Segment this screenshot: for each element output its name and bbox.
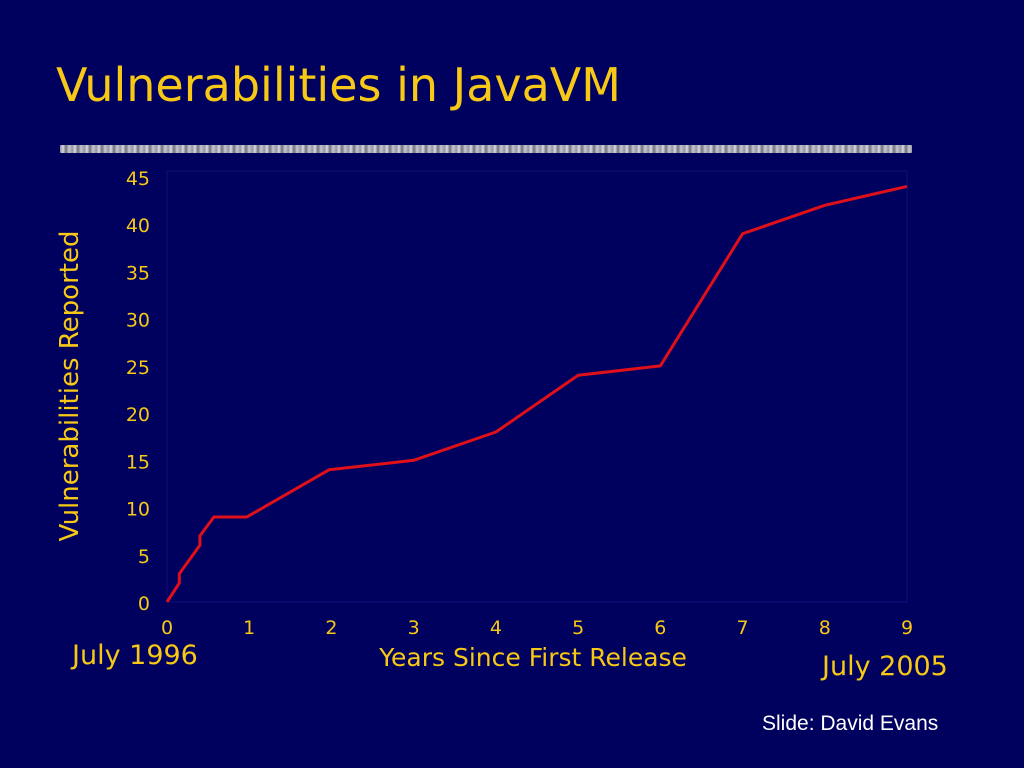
y-tick-label: 10 xyxy=(126,499,150,521)
x-tick-label: 8 xyxy=(819,617,831,639)
end-date-label: July 2005 xyxy=(822,651,948,682)
y-tick-label: 45 xyxy=(126,168,150,190)
x-tick-label: 9 xyxy=(901,617,913,639)
y-tick-label: 0 xyxy=(138,593,150,615)
slide-credit: Slide: David Evans xyxy=(762,712,939,735)
y-tick-label: 15 xyxy=(126,451,150,473)
x-tick-label: 5 xyxy=(572,617,584,639)
series-line xyxy=(165,184,908,603)
y-tick-label: 25 xyxy=(126,357,150,379)
start-date-label: July 1996 xyxy=(72,640,198,671)
x-tick-label: 0 xyxy=(161,617,173,639)
slide-title: Vulnerabilities in JavaVM xyxy=(56,58,621,112)
y-tick-label: 30 xyxy=(126,310,150,332)
x-tick-label: 6 xyxy=(654,617,666,639)
y-tick-label: 35 xyxy=(126,262,150,284)
x-tick-label: 2 xyxy=(325,617,337,639)
y-axis-label: Vulnerabilities Reported xyxy=(55,231,85,542)
x-tick-label: 3 xyxy=(408,617,420,639)
plot-area xyxy=(166,170,908,603)
x-tick-label: 4 xyxy=(490,617,502,639)
x-tick-label: 1 xyxy=(243,617,255,639)
y-axis-ticks: 0 5 10 15 20 25 30 35 40 45 xyxy=(126,168,150,615)
y-tick-label: 20 xyxy=(126,404,150,426)
y-tick-label: 40 xyxy=(126,215,150,237)
y-tick-label: 5 xyxy=(138,546,150,568)
x-axis-ticks: 0 1 2 3 4 5 6 7 8 9 xyxy=(161,617,913,639)
x-tick-label: 7 xyxy=(737,617,749,639)
title-divider xyxy=(60,145,912,153)
x-axis-label: Years Since First Release xyxy=(378,643,687,672)
